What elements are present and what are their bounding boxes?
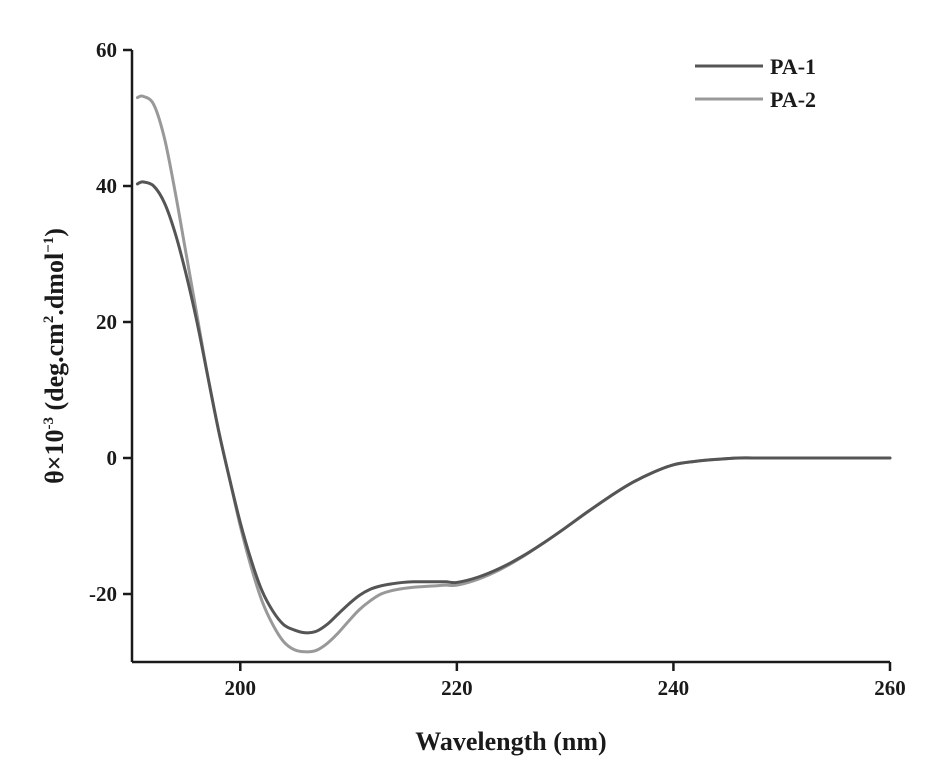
series-line-pa-2 — [135, 94, 892, 654]
y-axis-title-prefix: θ×10 — [40, 430, 69, 484]
x-tick-label: 260 — [874, 676, 906, 700]
y-axis-title: θ×10-3 (deg.cm2.dmol−1) — [40, 228, 69, 484]
y-tick-label: 0 — [107, 446, 118, 470]
x-tick-label: 240 — [658, 676, 690, 700]
y-axis-title-mid: (deg.cm — [40, 323, 69, 417]
y-axis-title-sup-1: -3 — [41, 417, 57, 430]
legend: PA-1 PA-2 — [695, 54, 816, 112]
y-ticks: -20 0 20 40 60 — [89, 38, 132, 606]
y-axis-title-sup-3: −1 — [41, 237, 57, 253]
y-tick-label: 20 — [96, 310, 117, 334]
legend-label-pa-2: PA-2 — [770, 87, 816, 112]
legend-label-pa-1: PA-1 — [770, 54, 816, 79]
y-tick-label: -20 — [89, 582, 117, 606]
series-lines — [135, 94, 892, 654]
x-ticks: 200 220 240 260 — [225, 662, 906, 700]
y-axis-title-sup-2: 2 — [41, 316, 57, 324]
y-tick-label: 40 — [96, 174, 117, 198]
series-line-pa-1 — [135, 180, 892, 635]
y-axis-title-after: .dmol — [40, 253, 69, 316]
y-tick-label: 60 — [96, 38, 117, 62]
y-axis-title-suffix: ) — [40, 228, 69, 237]
axes — [130, 50, 890, 664]
x-tick-label: 220 — [441, 676, 473, 700]
x-tick-label: 200 — [225, 676, 257, 700]
x-axis-title: Wavelength (nm) — [415, 727, 606, 756]
